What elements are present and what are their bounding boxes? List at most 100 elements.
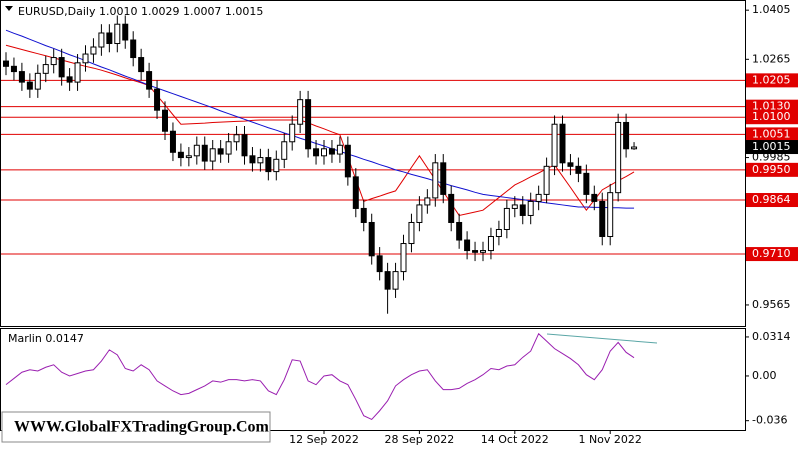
candle-body bbox=[265, 157, 272, 173]
main-frame bbox=[0, 0, 746, 327]
candle-body bbox=[328, 148, 335, 155]
indicator-line bbox=[5, 332, 635, 421]
candle-body bbox=[193, 144, 200, 157]
candle-body bbox=[559, 123, 566, 164]
x-tick-label: 14 Oct 2022 bbox=[481, 433, 549, 446]
candle-body bbox=[154, 88, 161, 111]
candle-body bbox=[424, 197, 431, 206]
candle-body bbox=[90, 46, 97, 55]
candle-body bbox=[575, 165, 582, 174]
level-label-box bbox=[746, 73, 798, 88]
candle-body bbox=[169, 130, 176, 153]
candle-body bbox=[495, 228, 502, 238]
candle-body bbox=[34, 72, 41, 90]
candle-body bbox=[400, 243, 407, 273]
candle-body bbox=[456, 221, 463, 241]
candle-body bbox=[217, 148, 224, 155]
level-label-box bbox=[746, 162, 798, 177]
candle-body bbox=[487, 236, 494, 252]
candle-body bbox=[519, 204, 526, 216]
level-label-box bbox=[746, 127, 798, 142]
candle-body bbox=[249, 155, 256, 164]
candle-body bbox=[631, 146, 638, 150]
candle-body bbox=[3, 60, 9, 67]
candle-body bbox=[185, 155, 192, 159]
candle-body bbox=[26, 81, 33, 90]
candle-body bbox=[177, 151, 184, 159]
level-label: 0.9710 bbox=[752, 247, 791, 260]
candle-body bbox=[146, 71, 153, 90]
candle-body bbox=[273, 158, 280, 173]
candle-body bbox=[209, 148, 216, 162]
candle-body bbox=[607, 192, 614, 238]
y-tick-label: 1.0265 bbox=[752, 52, 791, 65]
candle-body bbox=[623, 121, 630, 150]
y-tick-label: 0.9565 bbox=[752, 298, 791, 311]
candle-body bbox=[527, 200, 534, 216]
level-label-box bbox=[746, 110, 798, 125]
chart-title: EURUSD,Daily 1.0010 1.0029 1.0007 1.0015 bbox=[18, 5, 263, 18]
candle-body bbox=[74, 62, 81, 83]
candle-body bbox=[138, 57, 145, 73]
menu-icon bbox=[5, 6, 13, 11]
candle-body bbox=[50, 57, 57, 66]
candle-body bbox=[408, 221, 415, 245]
candle-body bbox=[241, 134, 248, 157]
divergence-line bbox=[546, 333, 658, 344]
y-tick-label: -0.036 bbox=[752, 414, 787, 427]
candle-body bbox=[42, 64, 49, 74]
candle-body bbox=[535, 193, 542, 202]
y-tick-label: 1.0405 bbox=[752, 3, 791, 16]
level-label: 1.0205 bbox=[752, 73, 791, 86]
candle-body bbox=[106, 32, 113, 45]
candle-body bbox=[305, 99, 312, 150]
candle-body bbox=[567, 162, 574, 167]
level-label-box bbox=[746, 193, 798, 208]
level-label: 1.0130 bbox=[752, 100, 791, 113]
candle-body bbox=[432, 162, 439, 199]
moving-average bbox=[5, 44, 635, 217]
candle-body bbox=[58, 57, 65, 78]
watermark: WWW.GlobalFXTradingGroup.Com bbox=[14, 419, 270, 436]
candle-body bbox=[352, 176, 359, 209]
level-label: 1.0051 bbox=[752, 127, 791, 140]
x-tick-label: 28 Sep 2022 bbox=[385, 433, 455, 446]
candle-body bbox=[18, 71, 25, 83]
last-price-label: 1.0015 bbox=[752, 140, 791, 153]
candle-body bbox=[543, 165, 550, 195]
candle-body bbox=[313, 148, 320, 157]
y-tick-label: 0.00 bbox=[752, 369, 777, 382]
candle-body bbox=[162, 109, 168, 132]
candle-body bbox=[503, 207, 510, 230]
candle-body bbox=[257, 157, 264, 164]
candle-body bbox=[384, 271, 391, 290]
candle-body bbox=[281, 141, 288, 160]
x-tick-label: 1 Nov 2022 bbox=[578, 433, 641, 446]
watermark-box bbox=[1, 411, 271, 443]
candle-body bbox=[289, 123, 296, 143]
x-tick-label: 12 Sep 2022 bbox=[289, 433, 359, 446]
candle-body bbox=[98, 32, 105, 48]
candle-body bbox=[615, 121, 622, 194]
candle-body bbox=[583, 172, 590, 195]
candle-body bbox=[599, 200, 606, 238]
level-label: 1.0100 bbox=[752, 110, 791, 123]
candle-body bbox=[551, 123, 558, 167]
candle-body bbox=[368, 221, 375, 257]
level-label-box bbox=[746, 99, 798, 114]
last-price-box bbox=[746, 140, 798, 155]
candle-body bbox=[511, 204, 518, 209]
candle-body bbox=[114, 23, 121, 45]
candle-body bbox=[448, 193, 455, 223]
moving-average bbox=[5, 29, 635, 209]
candle-body bbox=[10, 65, 17, 73]
level-label-box bbox=[746, 247, 798, 262]
candle-body bbox=[122, 23, 129, 41]
candle-body bbox=[130, 39, 137, 59]
candle-body bbox=[297, 99, 304, 125]
candle-body bbox=[66, 76, 73, 83]
y-tick-label: 0.0314 bbox=[752, 330, 791, 343]
